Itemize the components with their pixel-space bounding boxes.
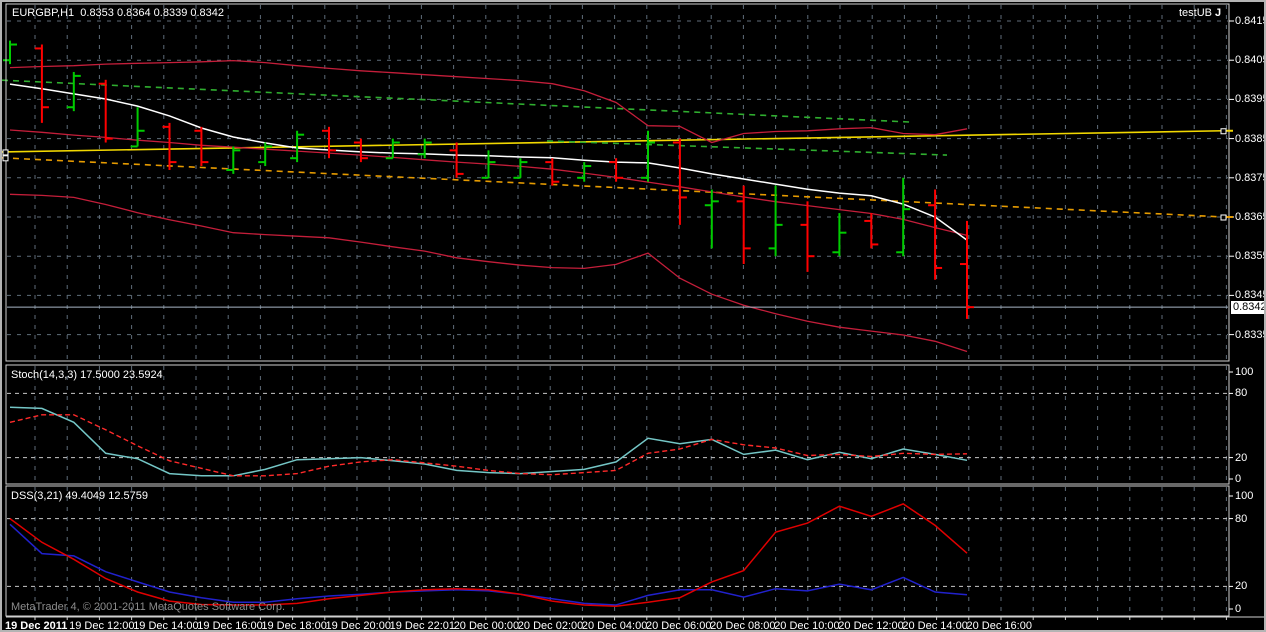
price-axis-label: 0.8385 (1235, 132, 1266, 145)
ea-name-label: testUB (1178, 7, 1212, 19)
time-axis-label: 19 Dec 22:01 (389, 620, 456, 632)
dss-signal-line (9, 523, 968, 606)
stoch-main-line (9, 406, 968, 477)
dss-scale-label: 0 (1235, 603, 1242, 615)
time-axis-label: 20 Dec 06:00 (646, 620, 712, 632)
trendline-anchor-handle (1220, 214, 1227, 221)
time-axis-label: 20 Dec 10:00 (774, 620, 840, 632)
time-axis-label: 19 Dec 16:00 (197, 620, 263, 632)
time-axis-label: 20 Dec 12:00 (838, 620, 904, 632)
main-panel-frame (5, 3, 1230, 362)
time-axis-label: 19 Dec 18:00 (261, 620, 327, 632)
metatrader-watermark: MetaTrader 4, © 2001-2011 MetaQuotes Sof… (11, 601, 286, 613)
price-axis-label: 0.8345 (1235, 289, 1266, 302)
price-axis-label: 0.8395 (1235, 93, 1266, 106)
price-axis-label: 0.8405 (1235, 54, 1266, 67)
current-price-badge: 0.8342 (1231, 301, 1264, 314)
dss-scale-label: 100 (1235, 490, 1254, 502)
trendline-anchor-handle (2, 149, 9, 156)
stoch-indicator-header: Stoch(14,3,3) 17.5000 23.5924 (11, 369, 163, 381)
band-middle-line (9, 129, 968, 237)
dss-indicator-header: DSS(3,21) 49.4049 12.5759 (11, 490, 148, 502)
time-axis-label: 20 Dec 08:00 (710, 620, 776, 632)
green-dashed-long-trendline (2, 79, 913, 123)
yellow-dashed-trendline (2, 157, 1225, 218)
time-axis-label: 20 Dec 04:00 (581, 620, 648, 632)
yellow-solid-trendline (2, 129, 1225, 153)
trendline-anchor-handle (1220, 128, 1227, 135)
symbol-ohlc-header: EURGBP,H1 0.8353 0.8364 0.8339 0.8342 (12, 7, 225, 19)
trendline-anchor-handle (2, 155, 9, 162)
price-axis-label: 0.8365 (1235, 211, 1266, 223)
price-axis-label: 0.8375 (1235, 171, 1266, 184)
dss-main-line (9, 503, 968, 607)
time-axis-label: 19 Dec 20:00 (325, 620, 391, 632)
price-axis-label: 0.8335 (1235, 328, 1266, 341)
price-axis-label: 0.8355 (1235, 250, 1266, 263)
dss-scale-label: 20 (1235, 580, 1248, 593)
ea-smiley-icon[interactable]: J (1215, 7, 1222, 19)
time-axis-label: 20 Dec 02:00 (517, 620, 584, 632)
stoch-scale-label: 80 (1235, 387, 1248, 400)
price-axis-label: 0.8415 (1235, 15, 1266, 27)
time-axis-label: 19 Dec 12:00 (69, 620, 135, 632)
time-axis-label: 19 Dec 2011 (5, 620, 68, 632)
stoch-panel-frame (5, 364, 1230, 485)
stoch-scale-label: 20 (1235, 451, 1248, 464)
stoch-signal-line (9, 414, 968, 477)
time-axis-label: 20 Dec 14:00 (902, 620, 968, 632)
band-upper-line (9, 59, 968, 144)
dss-panel-frame (5, 485, 1230, 617)
band-lower-line (9, 193, 968, 353)
stoch-scale-label: 0 (1235, 473, 1242, 485)
stoch-scale-label: 100 (1235, 366, 1254, 378)
time-axis-label: 20 Dec 00:00 (453, 620, 520, 632)
green-dashed-short-trendline (546, 140, 948, 156)
dss-scale-label: 80 (1235, 512, 1248, 525)
time-axis-label: 19 Dec 14:00 (133, 620, 199, 632)
time-axis-label: 20 Dec 16:00 (966, 620, 1032, 632)
